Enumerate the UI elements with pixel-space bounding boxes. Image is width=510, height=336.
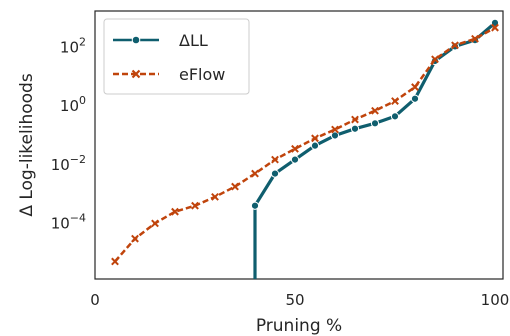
series-1-point-4 [191, 201, 199, 210]
series-1-point-15 [411, 83, 419, 91]
x-tick-label-0: 0 [90, 291, 100, 309]
series-0-point-7 [390, 112, 400, 121]
y-tick-label-2: 100 [60, 94, 86, 115]
series-1-point-14-stroke-b [391, 97, 399, 105]
series-1-point-4-stroke-b [191, 201, 199, 210]
x-tick-label-2: 100 [481, 291, 510, 309]
series-1-point-3 [171, 207, 179, 216]
series-1-point-8-stroke-b [271, 155, 279, 164]
series-1-point-16 [431, 55, 439, 64]
series-1-point-11-stroke-b [331, 125, 339, 134]
series-1-point-10-stroke-b [311, 134, 319, 143]
series-0-point-0 [250, 201, 260, 210]
series-0-point-1 [270, 169, 280, 178]
series-1-point-13-stroke-b [371, 106, 379, 115]
series-1-point-1-stroke-b [131, 234, 139, 243]
series-1-point-18 [471, 34, 479, 43]
series-layer [111, 18, 500, 279]
series-0-point-4 [330, 131, 340, 140]
series-1-point-6 [231, 182, 239, 191]
series-1-point-11 [331, 125, 339, 134]
y-tick-base-2: 10 [60, 97, 79, 115]
y-tick-exponent-0: −4 [70, 211, 86, 224]
y-tick-base-3: 10 [60, 39, 79, 57]
legend-label-dll: ΔLL [179, 31, 208, 50]
y-tick-exponent-1: −2 [70, 153, 86, 166]
series-1-point-12-stroke-b [351, 115, 359, 124]
series-0-point-3 [310, 141, 320, 150]
series-1-point-9 [291, 144, 299, 153]
series-1-point-2 [151, 219, 159, 228]
series-1-point-19-stroke-b [491, 23, 499, 32]
legend-frame [103, 18, 250, 95]
series-1-point-19 [491, 23, 499, 32]
legend-marker-dll [131, 35, 141, 45]
series-1-point-16-stroke-b [431, 55, 439, 64]
series-0-point-5 [350, 124, 360, 133]
series-1-point-0 [111, 257, 119, 266]
series-line-1 [114, 26, 496, 263]
y-tick-base-0: 10 [51, 214, 70, 232]
series-1-point-3-stroke-b [171, 207, 179, 216]
legend-marker-eflow [131, 69, 141, 79]
series-1-point-6-stroke-b [231, 182, 239, 191]
y-tick-exponent-3: 2 [79, 36, 86, 49]
y-tick-base-1: 10 [51, 156, 70, 174]
y-tick-exponent-2: 0 [79, 94, 86, 107]
y-tick-label-0: 10−4 [51, 211, 86, 232]
series-1-point-7 [251, 169, 259, 178]
series-1-point-18-stroke-b [471, 34, 479, 43]
series-1-point-9-stroke-b [291, 144, 299, 153]
series-0-point-8 [410, 94, 420, 103]
series-1-point-0-stroke-b [111, 257, 119, 266]
series-0-point-6 [370, 119, 380, 128]
series-1-point-5-stroke-b [211, 192, 219, 201]
series-1-point-14 [391, 97, 399, 105]
y-tick-label-1: 10−2 [51, 153, 86, 174]
series-1-point-13 [371, 106, 379, 115]
series-1-point-17-stroke-b [451, 41, 459, 50]
series-1-point-17 [451, 41, 459, 50]
series-1-point-1 [131, 234, 139, 243]
series-1 [111, 23, 499, 266]
series-1-point-2-stroke-b [151, 219, 159, 228]
series-1-point-8 [271, 155, 279, 164]
x-axis-ticks: 0 50 100 [90, 291, 509, 309]
series-1-point-12 [351, 115, 359, 124]
legend-label-eflow: eFlow [179, 65, 225, 84]
series-1-point-10 [311, 134, 319, 143]
legend-marker-eflow-stroke-b [131, 69, 141, 79]
series-1-point-7-stroke-b [251, 169, 259, 178]
series-1-point-15-stroke-b [411, 83, 419, 91]
y-tick-label-3: 102 [60, 36, 86, 57]
series-1-point-5 [211, 192, 219, 201]
series-0-point-2 [290, 155, 300, 164]
y-axis-label: Δ Log-likelihoods [17, 73, 37, 216]
x-axis-label: Pruning % [256, 316, 342, 336]
legend: ΔLL eFlow [103, 18, 250, 95]
x-tick-label-1: 50 [285, 291, 304, 309]
